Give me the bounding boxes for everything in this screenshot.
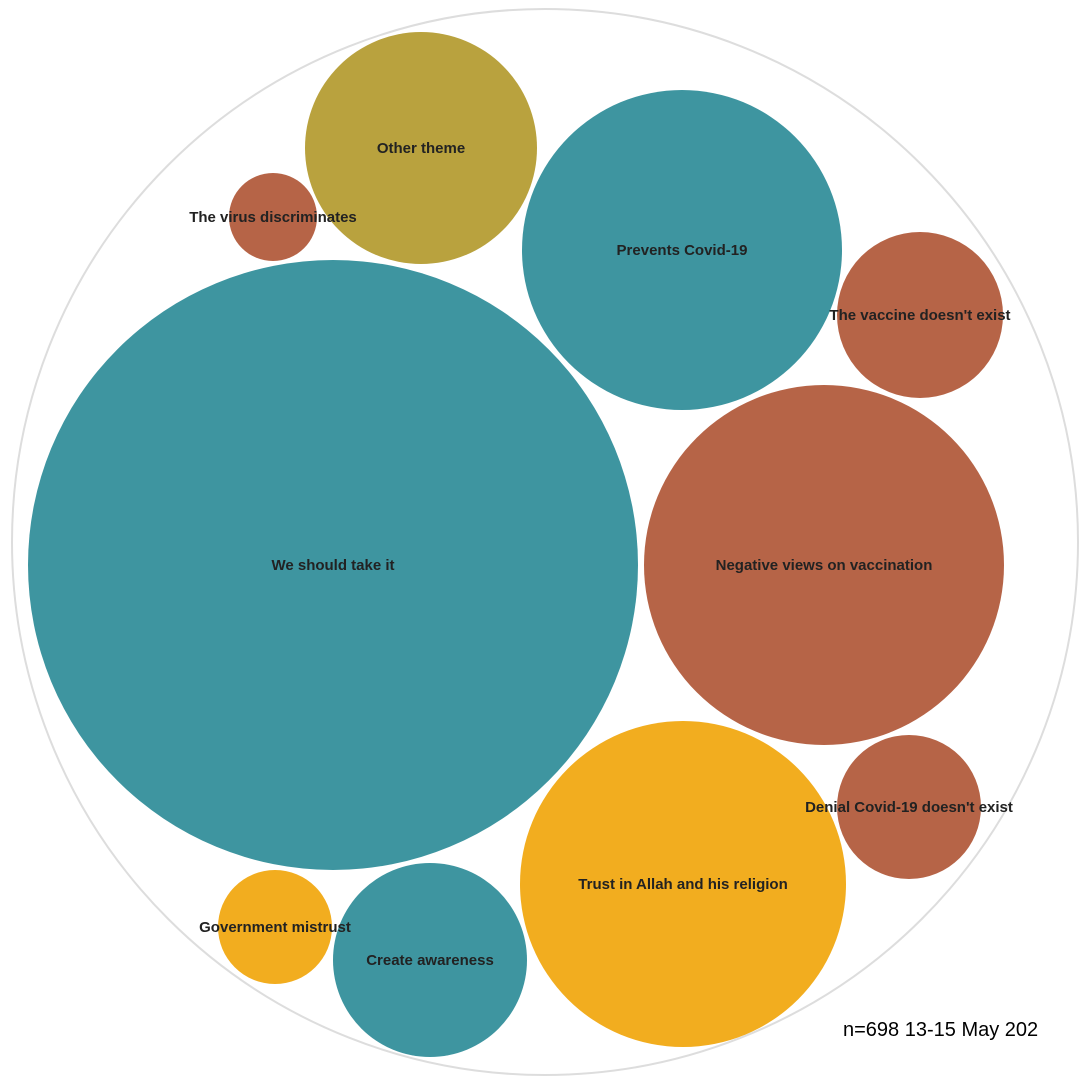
bubble-label-denial-covid-19-doesn-t-exist: Denial Covid-19 doesn't exist: [805, 799, 1013, 816]
bubble-label-trust-in-allah-and-his-religion: Trust in Allah and his religion: [578, 876, 787, 893]
bubble-circle-create-awareness: [333, 863, 527, 1057]
bubble-circle-prevents-covid-19: [522, 90, 842, 410]
bubble-label-the-virus-discriminates: The virus discriminates: [189, 209, 357, 226]
bubble-circle-we-should-take-it: [28, 260, 638, 870]
bubble-label-create-awareness: Create awareness: [366, 952, 494, 969]
bubble-circle-government-mistrust: [218, 870, 332, 984]
bubble-circle-other-theme: [305, 32, 537, 264]
bubble-we-should-take-it: We should take it: [28, 260, 638, 870]
bubble-trust-in-allah-and-his-religion: Trust in Allah and his religion: [520, 721, 846, 1047]
bubble-circle-the-virus-discriminates: [229, 173, 317, 261]
bubble-negative-views-on-vaccination: Negative views on vaccination: [644, 385, 1004, 745]
sample-footnote: n=698 13-15 May 202: [843, 1019, 1039, 1041]
bubble-container-outline: [11, 8, 1079, 1076]
bubble-government-mistrust: Government mistrust: [199, 870, 351, 984]
bubble-other-theme: Other theme: [305, 32, 537, 264]
bubble-denial-covid-19-doesn-t-exist: Denial Covid-19 doesn't exist: [805, 735, 1013, 879]
bubble-label-the-vaccine-doesn-t-exist: The vaccine doesn't exist: [829, 307, 1010, 324]
bubble-label-negative-views-on-vaccination: Negative views on vaccination: [716, 557, 933, 574]
bubble-the-virus-discriminates: The virus discriminates: [189, 173, 357, 261]
bubble-circle-trust-in-allah-and-his-religion: [520, 721, 846, 1047]
bubble-label-other-theme: Other theme: [377, 140, 465, 157]
bubble-create-awareness: Create awareness: [333, 863, 527, 1057]
bubble-circle-denial-covid-19-doesn-t-exist: [837, 735, 981, 879]
bubble-label-government-mistrust: Government mistrust: [199, 919, 351, 936]
bubble-circle-negative-views-on-vaccination: [644, 385, 1004, 745]
bubble-prevents-covid-19: Prevents Covid-19: [522, 90, 842, 410]
bubble-circle-the-vaccine-doesn-t-exist: [837, 232, 1003, 398]
bubble-label-prevents-covid-19: Prevents Covid-19: [617, 242, 748, 259]
bubble-label-we-should-take-it: We should take it: [271, 557, 394, 574]
bubble-the-vaccine-doesn-t-exist: The vaccine doesn't exist: [829, 232, 1011, 398]
